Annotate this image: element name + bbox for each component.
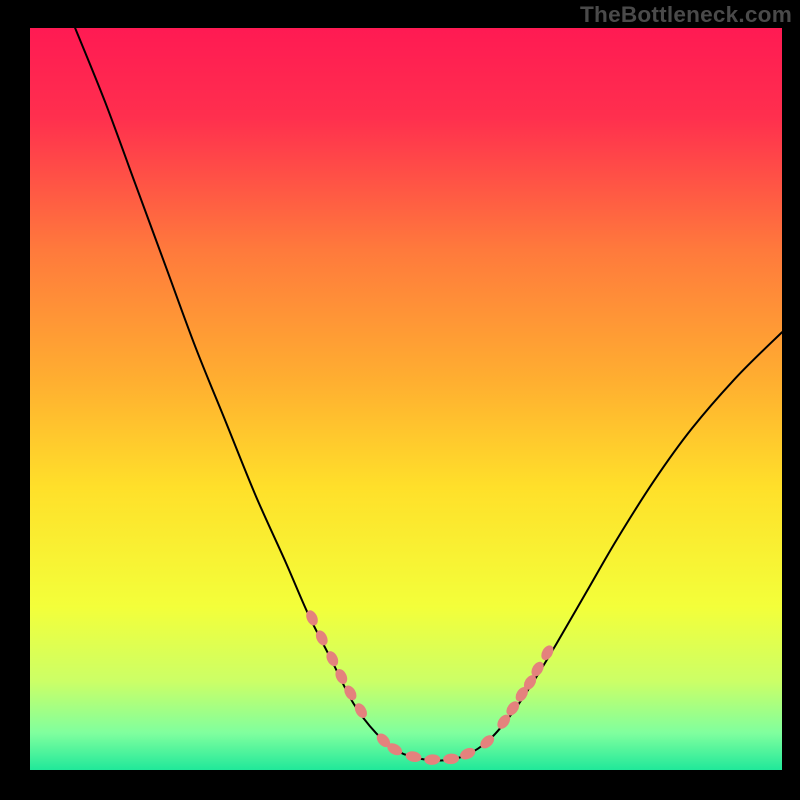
chart-root: TheBottleneck.com: [0, 0, 800, 800]
curve-layer: [30, 28, 782, 770]
dot-marker: [405, 750, 423, 763]
plot-area: [30, 28, 782, 770]
dot-marker: [443, 753, 460, 765]
watermark-text: TheBottleneck.com: [580, 2, 792, 28]
dotted-overlay: [304, 608, 556, 765]
dot-marker: [539, 643, 556, 662]
dot-marker: [458, 746, 477, 762]
dot-marker: [424, 754, 441, 766]
v-curve: [75, 28, 782, 761]
